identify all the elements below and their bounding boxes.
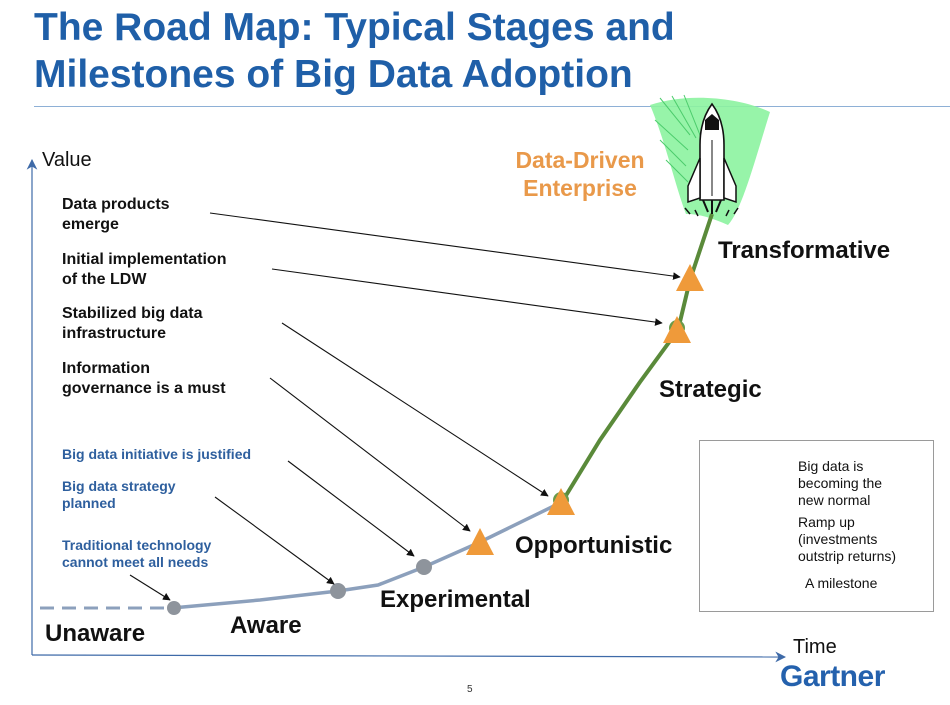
x-axis-label: Time — [793, 636, 837, 658]
legend: Big data is becoming the new normal Ramp u… — [699, 440, 934, 612]
milestone-triangle — [663, 316, 691, 343]
milestone-label-traditional: Traditional technology cannot meet all ne… — [62, 537, 212, 570]
milestone-label-infrastructure: Stabilized big data infrastructure — [62, 305, 203, 342]
legend-gray-label: Ramp up (investments outstrip returns) — [798, 514, 897, 564]
gray-dot-milestone — [416, 559, 432, 575]
stage-aware: Aware — [230, 612, 302, 639]
milestone-label-governance: Information governance is a must — [62, 360, 226, 397]
title-line-1: The Road Map: Typical Stages and — [34, 6, 675, 49]
title-divider — [34, 106, 950, 107]
stage-transformative: Transformative — [718, 237, 891, 264]
y-axis-label: Value — [42, 149, 92, 171]
milestone-label-ldw: Initial implementation of the LDW — [62, 251, 227, 288]
stage-opportunistic: Opportunistic — [515, 532, 673, 559]
gray-dot-milestone — [167, 601, 181, 615]
milestone-triangle — [676, 264, 704, 291]
stage-strategic: Strategic — [659, 376, 762, 403]
pointer-arrow — [129, 574, 171, 601]
gray-dot-milestone — [330, 583, 346, 599]
pointer-arrow — [287, 460, 415, 557]
rocket-icon — [684, 102, 739, 217]
page-number: 5 — [467, 684, 473, 695]
milestone-triangle — [466, 528, 494, 555]
milestone-triangle — [547, 488, 575, 515]
page-title: The Road Map: Typical Stages and Milesto… — [34, 4, 675, 98]
stage-experimental: Experimental — [380, 586, 531, 613]
legend-milestone-label: A milestone — [805, 575, 878, 591]
legend-green-label: Big data is becoming the new normal — [798, 458, 883, 508]
pointer-arrow — [209, 212, 681, 280]
title-line-2: Milestones of Big Data Adoption — [34, 53, 633, 96]
pointer-arrow — [214, 496, 335, 585]
milestone-label-justified: Big data initiative is justified — [62, 446, 252, 462]
stage-unaware: Unaware — [45, 620, 146, 647]
pointer-arrow — [271, 268, 663, 326]
x-axis — [31, 651, 787, 663]
pointer-arrow — [269, 377, 471, 532]
pointer-arrow — [281, 322, 549, 497]
gartner-logo: Gartner — [780, 660, 885, 693]
milestone-label-data-products: Data products emerge — [62, 196, 170, 233]
destination-label: Data-Driven Enterprise — [515, 147, 645, 201]
new-normal-line — [560, 213, 714, 504]
milestone-label-strategy: Big data strategy planned — [62, 478, 176, 511]
